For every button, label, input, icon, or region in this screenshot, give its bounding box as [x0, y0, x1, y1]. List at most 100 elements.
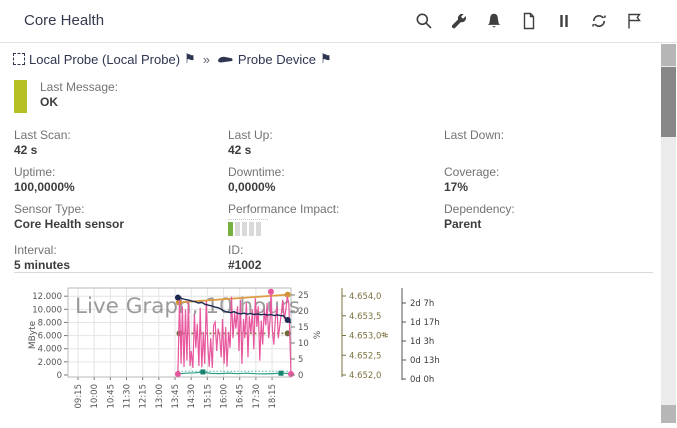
- left-axis-label: MByte: [28, 320, 38, 349]
- field-value: Core Health sensor: [14, 217, 125, 231]
- x-axis-tick: 13:00: [155, 384, 165, 409]
- svg-text:4.652,0: 4.652,0: [349, 371, 381, 381]
- field-value: 42 s: [14, 143, 38, 157]
- x-axis-tick: 10:45: [106, 384, 116, 409]
- breadcrumb-device-link[interactable]: Probe Device ⚑: [217, 51, 332, 67]
- svg-text:1d 3h: 1d 3h: [410, 337, 434, 347]
- field-label: Uptime:: [14, 165, 56, 179]
- scrollbar-top-cap[interactable]: [661, 44, 676, 66]
- svg-text:4.653,5: 4.653,5: [349, 312, 381, 322]
- status-label: Last Message:: [40, 80, 119, 94]
- info-cell: Uptime: 100,0000%: [14, 165, 228, 195]
- svg-text:1d 17h: 1d 17h: [410, 318, 440, 328]
- info-cell: Interval: 5 minutes: [14, 243, 228, 273]
- svg-text:20: 20: [298, 307, 309, 317]
- svg-text:6.000: 6.000: [38, 332, 62, 342]
- x-axis-tick: 14:30: [187, 384, 197, 409]
- series-orange: [175, 291, 292, 306]
- field-value: [444, 143, 644, 158]
- section-divider: [14, 272, 653, 273]
- bell-icon[interactable]: [485, 12, 503, 30]
- status-color-bar: [14, 80, 27, 113]
- flag-icon[interactable]: [625, 12, 643, 30]
- refresh-icon[interactable]: [590, 12, 608, 30]
- status-block: Last Message: OK: [14, 80, 118, 113]
- breadcrumb-probe-label: Local Probe (Local Probe): [29, 51, 181, 67]
- svg-text:4.654,0: 4.654,0: [349, 292, 381, 302]
- breadcrumb-probe-link[interactable]: Local Probe (Local Probe) ⚑: [13, 51, 196, 67]
- right-axis-label: %: [313, 330, 323, 339]
- svg-text:4.000: 4.000: [38, 345, 62, 355]
- svg-text:10.000: 10.000: [32, 305, 62, 315]
- flag-icon: ⚑: [184, 51, 196, 66]
- svg-text:5: 5: [298, 355, 303, 365]
- field-value: 100,0000%: [14, 180, 75, 194]
- svg-text:8.000: 8.000: [38, 318, 62, 328]
- series-navy: [174, 294, 292, 324]
- search-icon[interactable]: [415, 12, 433, 30]
- field-label: Dependency:: [444, 202, 515, 216]
- info-cell: Downtime: 0,0000%: [228, 165, 444, 195]
- pause-icon[interactable]: [555, 12, 573, 30]
- header-bar: Core Health: [0, 0, 677, 43]
- series-teal: [177, 369, 292, 376]
- info-cell: Performance Impact:: [228, 202, 444, 236]
- svg-text:4.652,5: 4.652,5: [349, 351, 381, 361]
- performance-impact-gauge: [228, 219, 268, 236]
- hash-axis-label: #: [381, 331, 391, 339]
- field-label: Coverage:: [444, 165, 500, 179]
- scrollbar-track[interactable]: [661, 44, 676, 423]
- x-axis-tick: 15:15: [203, 384, 213, 409]
- svg-text:0d 0h: 0d 0h: [410, 375, 434, 385]
- svg-text:15: 15: [298, 323, 309, 333]
- info-cell: Last Down:: [444, 128, 644, 158]
- info-grid: Last Scan: 42 s Last Up: 42 s Last Down: Upti…: [14, 128, 644, 273]
- field-label: Last Scan:: [14, 128, 71, 142]
- svg-text:2d 7h: 2d 7h: [410, 299, 434, 309]
- flag-icon: ⚑: [319, 51, 332, 66]
- x-axis-tick: 16:00: [220, 384, 230, 409]
- field-label: ID:: [228, 243, 244, 257]
- x-axis-tick: 09:15: [74, 384, 84, 409]
- x-axis-tick: 13:45: [171, 384, 181, 409]
- info-cell: ID: #1002: [228, 243, 444, 273]
- breadcrumb-separator: »: [202, 51, 210, 67]
- status-value: OK: [40, 95, 58, 109]
- info-cell: Coverage: 17%: [444, 165, 644, 195]
- field-value: 42 s: [228, 143, 252, 157]
- svg-text:0d 13h: 0d 13h: [410, 356, 440, 366]
- x-axis-tick: 16:45: [236, 384, 246, 409]
- field-label: Last Down:: [444, 128, 505, 142]
- info-cell: Last Up: 42 s: [228, 128, 444, 158]
- x-axis-tick: 12:15: [139, 384, 149, 409]
- scrollbar-bottom-cap[interactable]: [661, 405, 676, 423]
- field-label: Last Up:: [228, 128, 273, 142]
- svg-text:0: 0: [57, 371, 62, 381]
- x-axis-tick: 17:30: [252, 384, 262, 409]
- field-value: 5 minutes: [14, 258, 71, 272]
- svg-text:10: 10: [298, 339, 309, 349]
- info-cell: Last Scan: 42 s: [14, 128, 228, 158]
- field-label: Performance Impact:: [228, 202, 340, 216]
- wrench-icon[interactable]: [450, 12, 468, 30]
- svg-text:4.653,0: 4.653,0: [349, 332, 381, 342]
- live-graph[interactable]: 12.000 10.000 8.000 6.000 4.000 2.000 0 09:15 10…: [24, 283, 470, 423]
- info-cell: Sensor Type: Core Health sensor: [14, 202, 228, 236]
- field-value: 17%: [444, 180, 469, 194]
- page-title: Core Health: [24, 12, 105, 29]
- scrollbar-thumb[interactable]: [661, 67, 676, 137]
- live-graph-svg: 12.000 10.000 8.000 6.000 4.000 2.000 0 09:15 10…: [28, 287, 440, 409]
- svg-text:12.000: 12.000: [32, 292, 62, 302]
- field-value: 0,0000%: [228, 180, 276, 194]
- breadcrumb-device-label: Probe Device: [237, 51, 316, 67]
- field-value: #1002: [228, 258, 262, 272]
- probe-icon: [13, 53, 25, 65]
- field-label: Sensor Type:: [14, 202, 85, 216]
- svg-text:0: 0: [298, 371, 303, 381]
- field-label: Interval:: [14, 243, 57, 257]
- document-icon[interactable]: [520, 12, 538, 30]
- svg-text:25: 25: [298, 291, 309, 301]
- svg-text:2.000: 2.000: [38, 358, 62, 368]
- x-axis-tick: 11:30: [123, 384, 133, 409]
- field-value: Parent: [444, 217, 482, 231]
